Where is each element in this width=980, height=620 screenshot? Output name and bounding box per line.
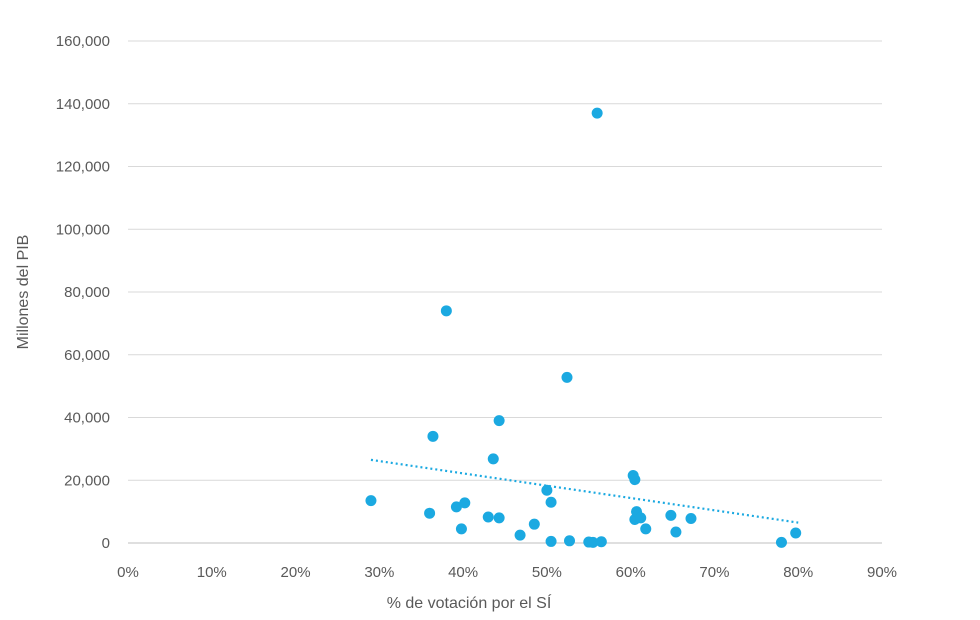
x-tick-label: 60% — [616, 564, 646, 581]
data-point — [670, 526, 682, 538]
data-points — [365, 107, 802, 548]
y-tick-label: 120,000 — [56, 159, 110, 176]
x-tick-label: 90% — [867, 564, 897, 581]
data-point — [587, 536, 599, 548]
data-point — [561, 371, 573, 383]
y-tick-label: 0 — [102, 535, 110, 552]
data-point — [775, 536, 787, 548]
x-tick-label: 80% — [783, 564, 813, 581]
data-point — [591, 107, 603, 119]
data-point — [459, 497, 471, 509]
data-point — [514, 529, 526, 541]
y-tick-label: 60,000 — [64, 347, 110, 364]
data-point — [545, 496, 557, 508]
data-point — [450, 501, 462, 513]
data-point — [424, 507, 436, 519]
y-tick-label: 140,000 — [56, 96, 110, 113]
y-tick-label: 20,000 — [64, 472, 110, 489]
data-point — [455, 523, 467, 535]
data-point — [640, 523, 652, 535]
y-tick-label: 80,000 — [64, 284, 110, 301]
y-tick-label: 100,000 — [56, 221, 110, 238]
data-point — [635, 512, 647, 524]
data-point — [545, 535, 557, 547]
data-point — [541, 484, 553, 496]
y-axis-title: Millones del PIB — [15, 235, 32, 350]
data-point — [440, 305, 452, 317]
x-tick-label: 40% — [448, 564, 478, 581]
data-point — [482, 511, 494, 523]
x-tick-label: 0% — [117, 564, 139, 581]
data-point — [427, 430, 439, 442]
data-point — [790, 527, 802, 539]
x-tick-label: 50% — [532, 564, 562, 581]
data-point — [564, 535, 576, 547]
data-point — [685, 513, 697, 525]
y-tick-label: 40,000 — [64, 410, 110, 427]
data-point — [528, 518, 540, 530]
data-point — [595, 536, 607, 548]
x-tick-label: 70% — [699, 564, 729, 581]
trendline-layer — [370, 458, 799, 524]
gridlines — [128, 40, 882, 481]
data-point — [493, 512, 505, 524]
trendline — [370, 458, 799, 524]
x-tick-label: 30% — [364, 564, 394, 581]
y-tick-label: 160,000 — [56, 33, 110, 50]
data-point — [493, 415, 505, 427]
axes: 0 20,000 40,000 60,000 80,000 100,000 120,000 1… — [56, 33, 897, 581]
data-point — [629, 474, 641, 486]
x-tick-label: 20% — [281, 564, 311, 581]
x-tick-label: 10% — [197, 564, 227, 581]
data-point — [365, 495, 377, 507]
x-axis-title: % de votación por el SÍ — [387, 593, 552, 612]
data-point — [665, 509, 677, 521]
data-point — [487, 453, 499, 465]
